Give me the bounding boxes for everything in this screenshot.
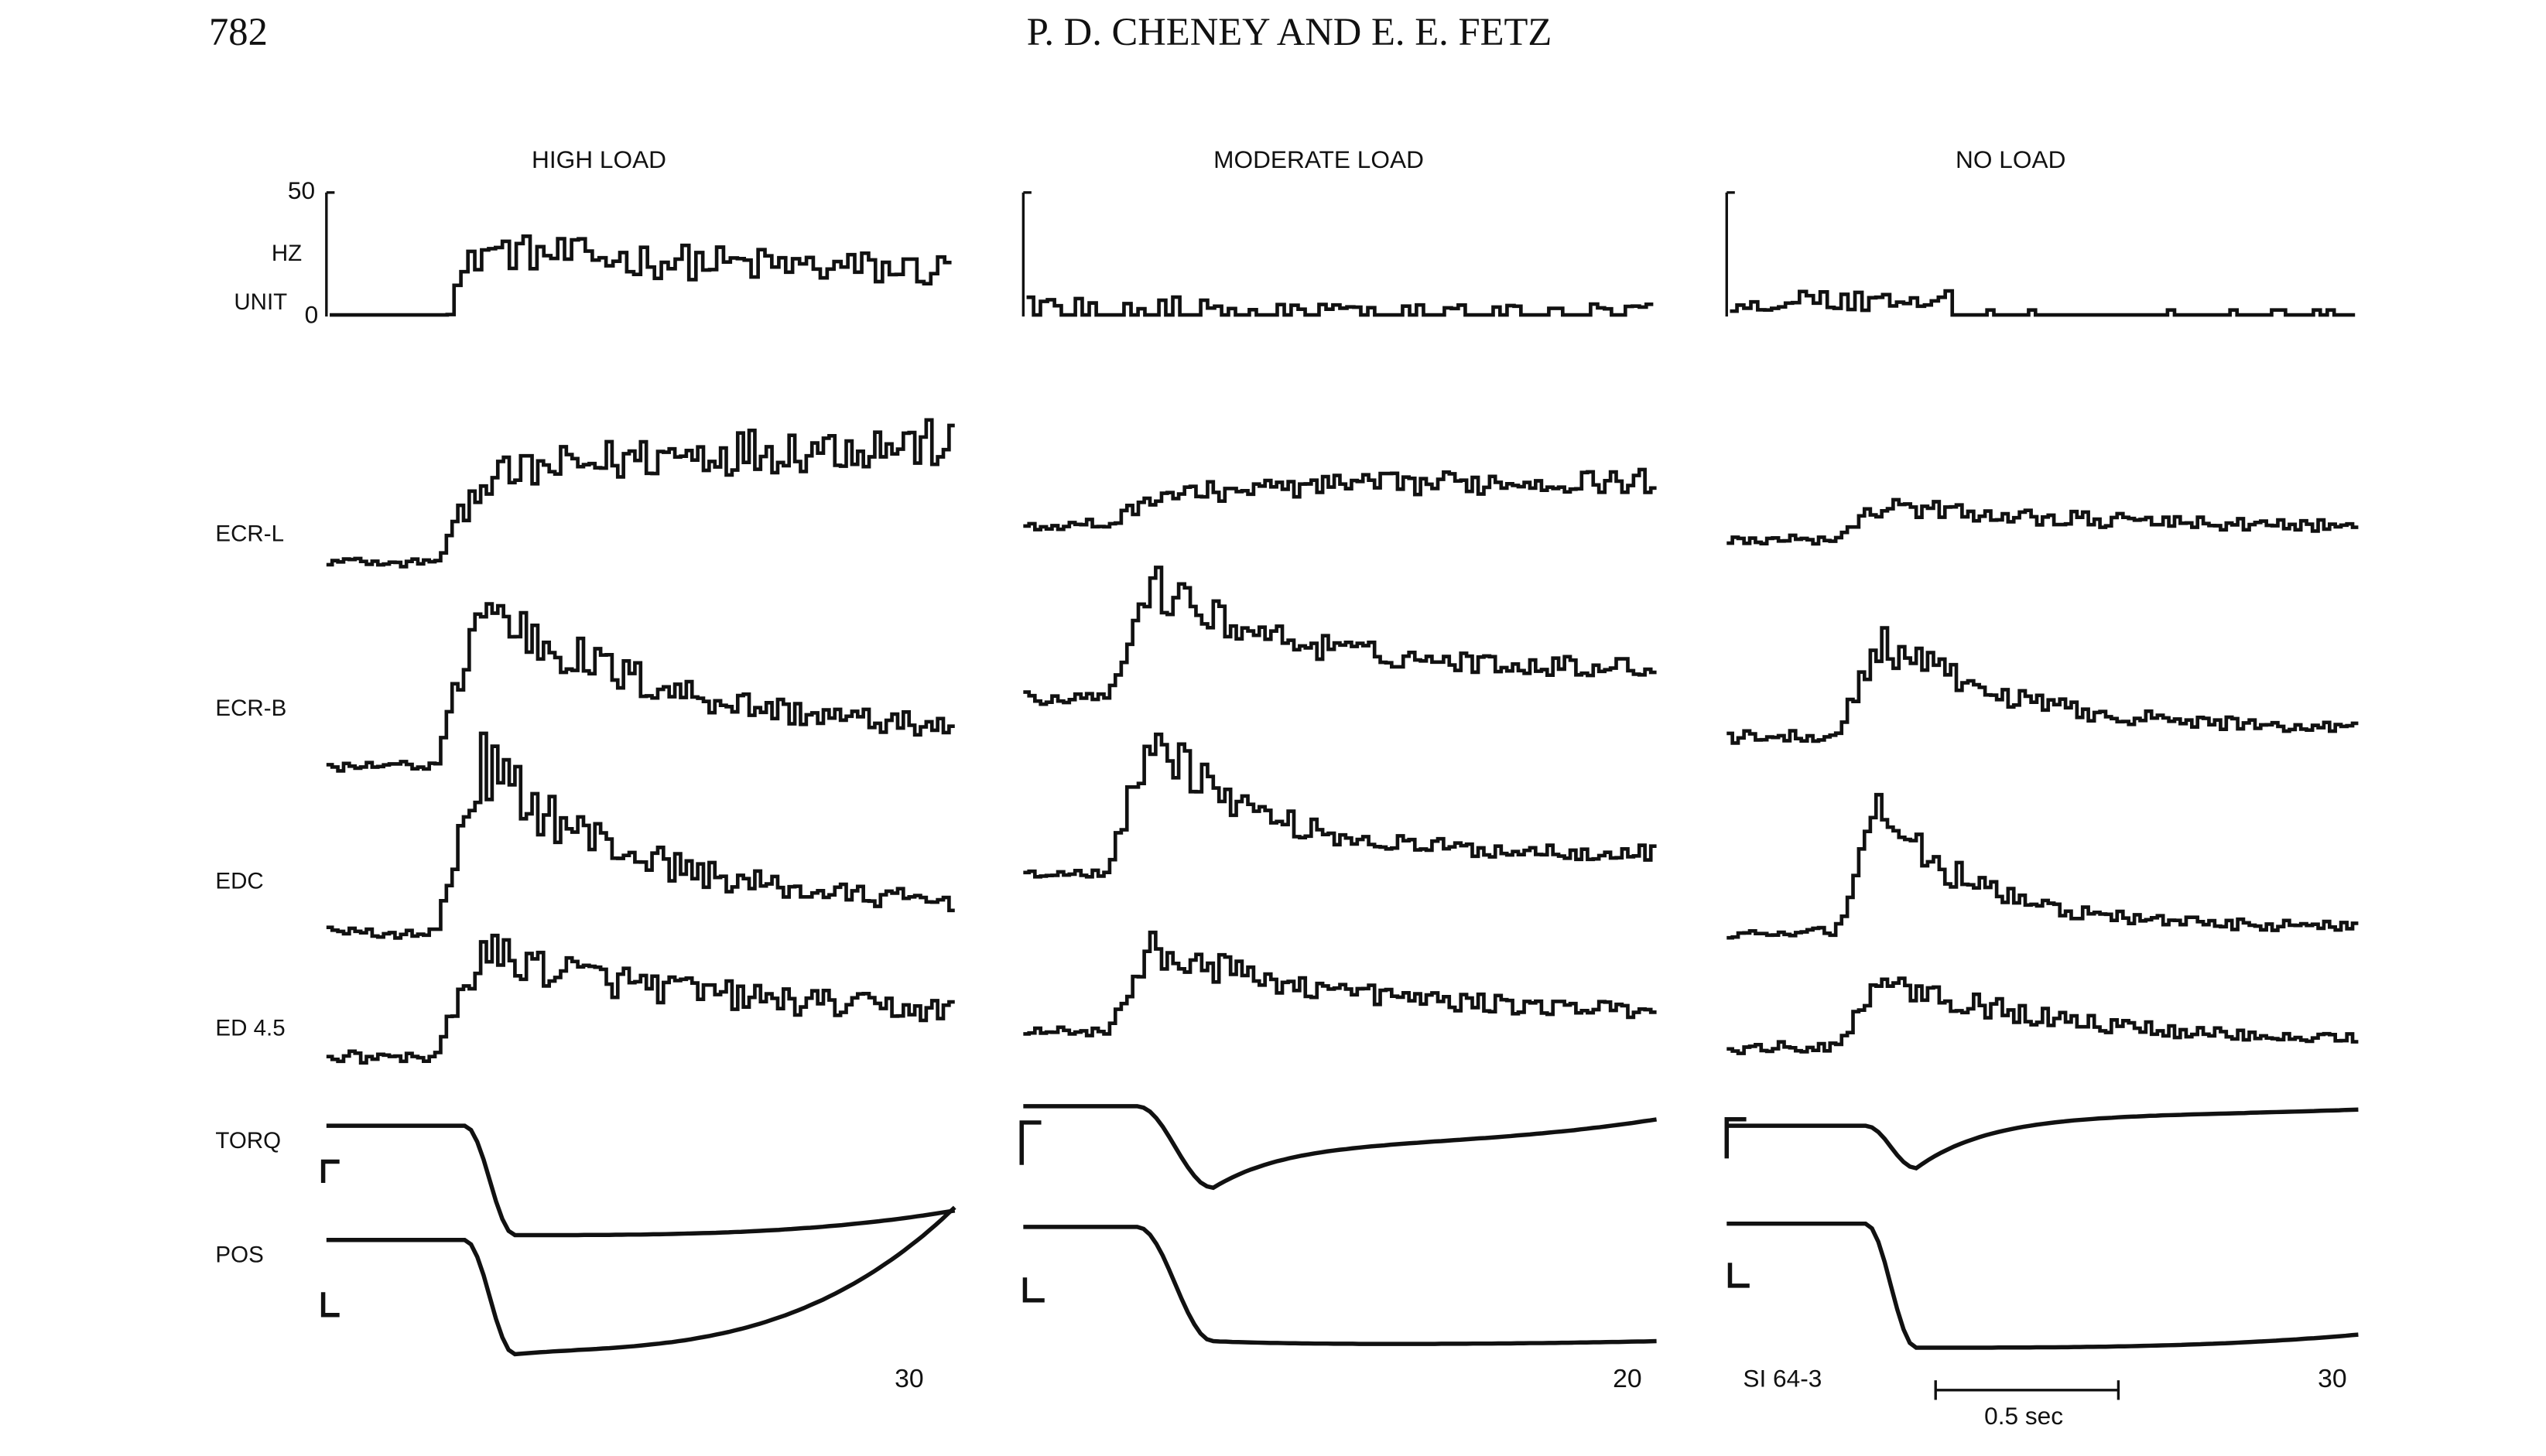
histogram-trace: [326, 933, 955, 1065]
row-label: POS: [215, 1242, 263, 1268]
row-label: EDC: [215, 869, 263, 894]
row-label: ED 4.5: [215, 1016, 285, 1041]
histogram-trace: [1726, 792, 2359, 940]
histogram-trace: [1023, 566, 1657, 706]
analog-trace: [1023, 1104, 1658, 1191]
trial-count: 20: [1613, 1364, 1642, 1393]
time-scale-label: 0.5 sec: [1984, 1402, 2063, 1430]
histogram-trace: [1023, 732, 1657, 879]
unit-axis: [325, 191, 1735, 317]
analog-trace: [1023, 1225, 1657, 1346]
histogram-trace: [330, 234, 952, 317]
unit-axis-zero: 0: [305, 300, 319, 328]
histogram-trace: [1026, 295, 1654, 317]
column-title: NO LOAD: [1956, 145, 2065, 173]
histogram-trace: [326, 418, 955, 569]
analog-trace: [1726, 1221, 2359, 1350]
trial-count: 30: [2318, 1364, 2347, 1393]
histogram-trace: [1023, 467, 1657, 531]
cell-id: SI 64-3: [1743, 1365, 1822, 1393]
histogram-trace: [326, 602, 955, 773]
histogram-trace: [326, 731, 955, 940]
page-number: 782: [209, 10, 268, 53]
analog-trace: [326, 1123, 956, 1238]
unit-axis-max: 50: [288, 176, 315, 204]
unit-label: UNIT: [234, 289, 287, 315]
histogram-trace: [1726, 497, 2359, 546]
unit-axis-units: HZ: [272, 241, 302, 266]
running-header: P. D. CHENEY AND E. E. FETZ: [1027, 10, 1552, 53]
trial-count: 30: [895, 1364, 924, 1393]
time-scale-bar: [1934, 1380, 2120, 1400]
analog-trace: [326, 1205, 956, 1357]
column-title: HIGH LOAD: [532, 145, 666, 173]
row-label: ECR-B: [215, 696, 286, 721]
histogram-trace: [1726, 626, 2359, 745]
traces: [326, 234, 2359, 1357]
row-label: ECR-L: [215, 521, 284, 547]
histogram-trace: [1023, 930, 1657, 1037]
histogram-trace: [1730, 289, 2356, 317]
column-title: MODERATE LOAD: [1213, 145, 1424, 173]
analog-trace: [1726, 1107, 2359, 1171]
calibration-marks: [320, 1116, 1750, 1318]
histogram-trace: [1726, 976, 2359, 1055]
row-label: TORQ: [215, 1128, 281, 1154]
